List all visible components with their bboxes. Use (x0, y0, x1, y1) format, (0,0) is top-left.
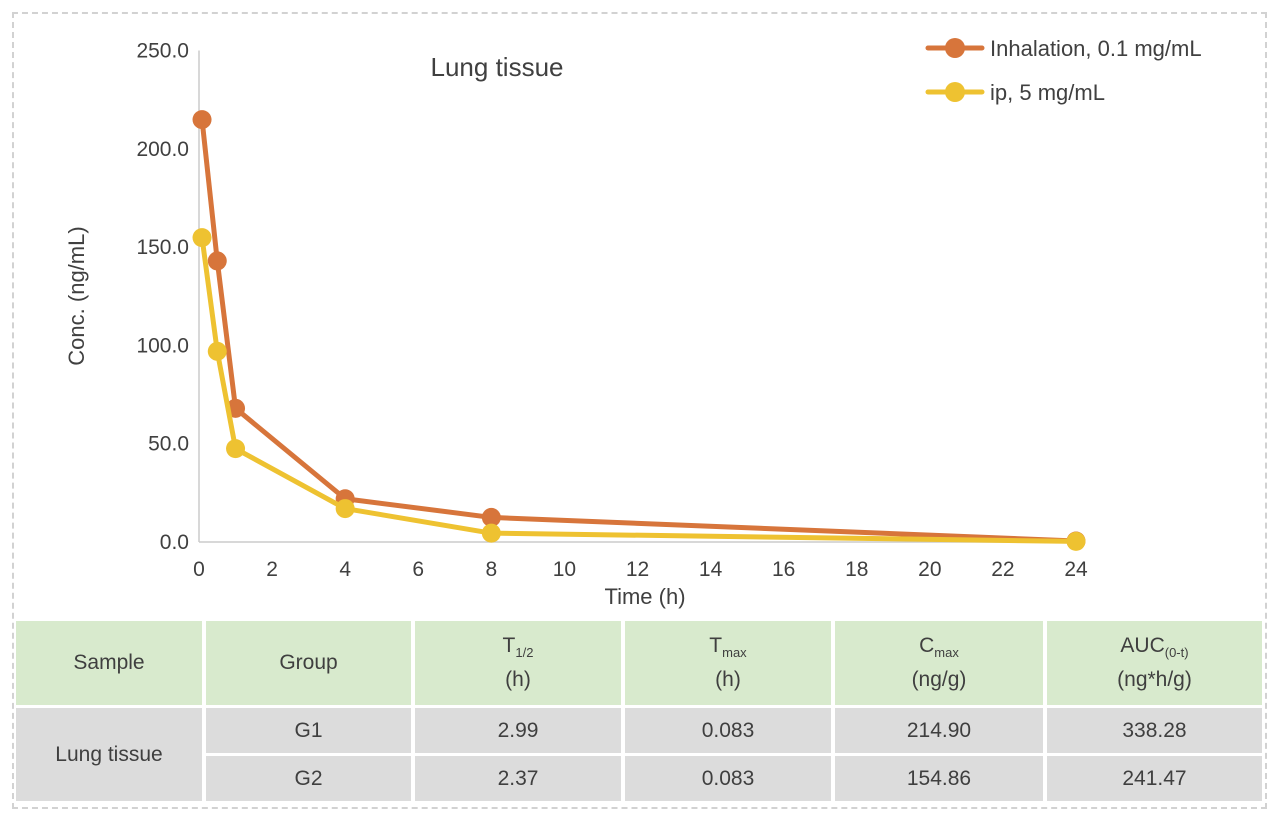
x-tick-label: 16 (772, 558, 795, 581)
x-tick-label: 24 (1064, 558, 1088, 581)
y-tick-label: 0.0 (160, 531, 189, 554)
data-point-marker (192, 110, 212, 130)
auc-symbol: AUC(0-t) (1120, 634, 1189, 661)
legend-label: ip, 5 mg/mL (990, 80, 1105, 105)
data-point-marker (207, 251, 227, 271)
concentration-chart: 0.0 50.0 100.0 150.0 200.0 250.0 0 2 4 6 8 10 12 14 16… (12, 12, 1268, 618)
header-sample-label: Sample (73, 651, 145, 674)
t-half-unit: (h) (505, 667, 531, 691)
y-tick-label: 200.0 (136, 138, 189, 161)
header-group-label: Group (279, 651, 338, 674)
data-point-marker (1066, 531, 1086, 551)
x-tick-label: 4 (339, 558, 351, 581)
group-cell: G2 (206, 756, 411, 801)
legend-marker-dot (945, 82, 965, 102)
header-group: Group (206, 621, 411, 705)
header-t-max: Tmax (h) (625, 621, 831, 705)
data-point-marker (481, 507, 501, 527)
header-sample: Sample (16, 621, 202, 705)
x-tick-label: 2 (266, 558, 278, 581)
y-tick-label: 50.0 (148, 433, 189, 456)
group-cell: G1 (206, 708, 411, 753)
x-tick-label: 14 (699, 558, 723, 581)
auc-cell: 241.47 (1047, 756, 1262, 801)
y-tick-label: 250.0 (136, 40, 189, 63)
x-tick-label: 20 (918, 558, 941, 581)
page-dashed-border (12, 12, 1267, 809)
t-half-cell: 2.37 (415, 756, 621, 801)
x-tick-label: 0 (193, 558, 205, 581)
series-line-0 (199, 117, 1079, 544)
auc-unit: (ng*h/g) (1117, 667, 1192, 691)
t-max-cell: 0.083 (625, 756, 831, 801)
t-max-unit: (h) (715, 667, 741, 691)
data-point-marker (192, 228, 212, 248)
y-axis-title: Conc. (ng/mL) (64, 226, 89, 365)
c-max-unit: (ng/g) (911, 667, 967, 691)
header-t-half: T1/2 (h) (415, 621, 621, 705)
x-tick-label: 18 (845, 558, 868, 581)
x-tick-label: 10 (553, 558, 576, 581)
data-point-marker (481, 523, 501, 543)
y-tick-label: 100.0 (136, 334, 189, 357)
data-point-marker (335, 499, 355, 519)
c-max-cell: 214.90 (835, 708, 1043, 753)
x-tick-label: 22 (991, 558, 1014, 581)
pk-parameters-table: Sample Group T1/2 (h) Tmax (h) (12, 618, 1266, 804)
t-max-symbol: Tmax (709, 634, 747, 661)
series-line-1 (199, 235, 1079, 544)
legend-label: Inhalation, 0.1 mg/mL (990, 36, 1202, 61)
c-max-symbol: Cmax (919, 634, 959, 661)
pk-parameters-section: Sample Group T1/2 (h) Tmax (h) (12, 618, 1268, 804)
c-max-cell: 154.86 (835, 756, 1043, 801)
sample-cell: Lung tissue (16, 708, 202, 801)
table-row: Lung tissue G1 2.99 0.083 214.90 338.28 (16, 708, 1262, 801)
t-half-cell: 2.99 (415, 708, 621, 753)
t-half-symbol: T1/2 (502, 634, 534, 661)
t-max-cell: 0.083 (625, 708, 831, 753)
chart-title: Lung tissue (431, 52, 564, 82)
data-point-marker (226, 439, 246, 459)
x-axis-title: Time (h) (604, 584, 685, 609)
header-c-max: Cmax (ng/g) (835, 621, 1043, 705)
x-tick-label: 6 (412, 558, 424, 581)
data-point-marker (207, 341, 227, 361)
x-tick-label: 12 (626, 558, 649, 581)
y-tick-label: 150.0 (136, 236, 189, 259)
auc-cell: 338.28 (1047, 708, 1262, 753)
header-auc: AUC(0-t) (ng*h/g) (1047, 621, 1262, 705)
table-header-row: Sample Group T1/2 (h) Tmax (h) (16, 621, 1262, 705)
x-tick-label: 8 (485, 558, 497, 581)
table-row: G2 2.37 0.083 154.86 241.47 (16, 756, 1262, 801)
legend-marker-dot (945, 38, 965, 58)
